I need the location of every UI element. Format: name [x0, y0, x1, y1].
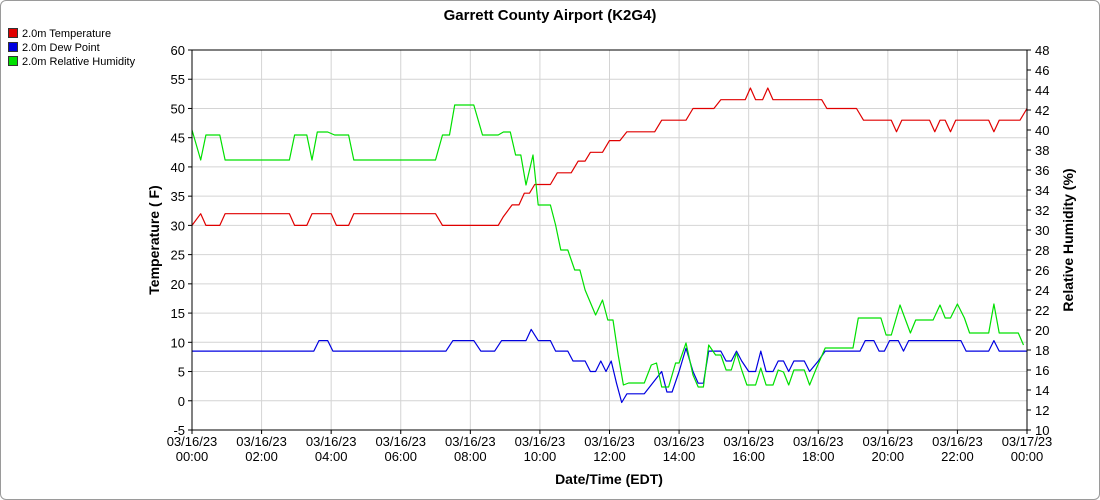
legend-item-dew-point: 2.0m Dew Point [8, 42, 135, 56]
y-tick-label-right: 26 [1035, 263, 1049, 278]
y-tick-label-right: 46 [1035, 63, 1049, 78]
y-tick-label-right: 28 [1035, 243, 1049, 258]
series-line-2-0m-relative-humidity [191, 104, 1025, 388]
legend-label-relative-humidity: 2.0m Relative Humidity [22, 56, 136, 68]
y-axis-label-left: Temperature ( F) [146, 185, 162, 294]
legend-swatch-relative-humidity [8, 56, 18, 67]
y-tick-label-right: 14 [1035, 383, 1049, 398]
y-tick-label-right: 30 [1035, 223, 1049, 238]
x-tick-label-time: 22:00 [941, 449, 974, 464]
y-tick-label-left: 55 [171, 72, 185, 87]
y-tick-label-left: 25 [171, 248, 185, 263]
y-tick-label-left: 15 [171, 306, 185, 321]
x-tick-label-date: 03/16/23 [863, 434, 914, 449]
series-line-2-0m-dew-point [192, 328, 1027, 404]
y-tick-label-right: 36 [1035, 163, 1049, 178]
x-tick-label-time: 16:00 [732, 449, 765, 464]
x-tick-label-date: 03/16/23 [793, 434, 844, 449]
legend-swatch-dew-point [8, 42, 18, 53]
x-tick-label-date: 03/16/23 [723, 434, 774, 449]
y-tick-label-left: 30 [171, 218, 185, 233]
x-tick-label-date: 03/16/23 [306, 434, 357, 449]
y-tick-label-left: 60 [171, 43, 185, 58]
series-layer [191, 87, 1028, 404]
x-tick-label-time: 14:00 [663, 449, 696, 464]
y-tick-label-right: 44 [1035, 83, 1049, 98]
y-tick-label-right: 22 [1035, 303, 1049, 318]
x-tick-label-time: 12:00 [593, 449, 626, 464]
x-tick-label-time: 10:00 [524, 449, 557, 464]
x-tick-label-date: 03/16/23 [584, 434, 635, 449]
y-tick-label-left: 0 [178, 394, 185, 409]
x-tick-label-date: 03/16/23 [654, 434, 705, 449]
y-tick-label-left: 10 [171, 335, 185, 350]
y-tick-label-right: 40 [1035, 123, 1049, 138]
legend-label-temperature: 2.0m Temperature [22, 28, 112, 40]
plot-border [191, 49, 1028, 431]
y-tick-label-right: 16 [1035, 363, 1049, 378]
x-tick-label-time: 00:00 [176, 449, 209, 464]
y-tick-label-right: 18 [1035, 343, 1049, 358]
x-tick-label-time: 08:00 [454, 449, 487, 464]
y-tick-label-right: 24 [1035, 283, 1049, 298]
legend-swatch-temperature [8, 28, 18, 39]
chart-legend: 2.0m Temperature 2.0m Dew Point 2.0m Rel… [8, 28, 135, 70]
y-axis-label-right: Relative Humidity (%) [1060, 168, 1076, 311]
y-tick-label-right: 32 [1035, 203, 1049, 218]
y-tick-label-right: 34 [1035, 183, 1049, 198]
x-tick-label-time: 00:00 [1011, 449, 1044, 464]
y-tick-label-right: 12 [1035, 403, 1049, 418]
y-tick-label-right: 42 [1035, 103, 1049, 118]
x-tick-label-time: 06:00 [384, 449, 417, 464]
y-tick-label-right: 48 [1035, 43, 1049, 58]
x-tick-label-time: 18:00 [802, 449, 835, 464]
y-tick-label-left: -5 [173, 423, 185, 438]
x-tick-label-time: 04:00 [315, 449, 348, 464]
x-axis-label: Date/Time (EDT) [555, 471, 663, 487]
y-tick-label-right: 38 [1035, 143, 1049, 158]
y-tick-label-left: 45 [171, 131, 185, 146]
x-tick-label-time: 20:00 [872, 449, 905, 464]
series-line-2-0m-temperature [191, 87, 1028, 226]
x-tick-label-date: 03/16/23 [375, 434, 426, 449]
x-tick-label-date: 03/16/23 [515, 434, 566, 449]
legend-item-temperature: 2.0m Temperature [8, 28, 135, 42]
y-tick-label-left: 40 [171, 160, 185, 175]
grid-layer [191, 49, 1028, 431]
x-tick-label-date: 03/16/23 [932, 434, 983, 449]
chart-title: Garrett County Airport (K2G4) [444, 7, 657, 24]
legend-item-relative-humidity: 2.0m Relative Humidity [8, 56, 135, 70]
axis-layer: -5 0 5 10 15 20 25 30 35 40 45 50 55 60 10 12 14 16 18 20 22… [167, 43, 1053, 464]
y-tick-label-left: 50 [171, 101, 185, 116]
y-tick-label-left: 35 [171, 189, 185, 204]
x-tick-label-date: 03/17/23 [1002, 434, 1053, 449]
x-tick-label-date: 03/16/23 [167, 434, 218, 449]
y-tick-label-right: 20 [1035, 323, 1049, 338]
legend-label-dew-point: 2.0m Dew Point [22, 42, 100, 54]
y-tick-label-left: 5 [178, 365, 185, 380]
y-tick-label-left: 20 [171, 277, 185, 292]
x-tick-label-date: 03/16/23 [445, 434, 496, 449]
x-tick-label-time: 02:00 [245, 449, 278, 464]
x-tick-label-date: 03/16/23 [236, 434, 287, 449]
y-tick-label-right: 10 [1035, 423, 1049, 438]
